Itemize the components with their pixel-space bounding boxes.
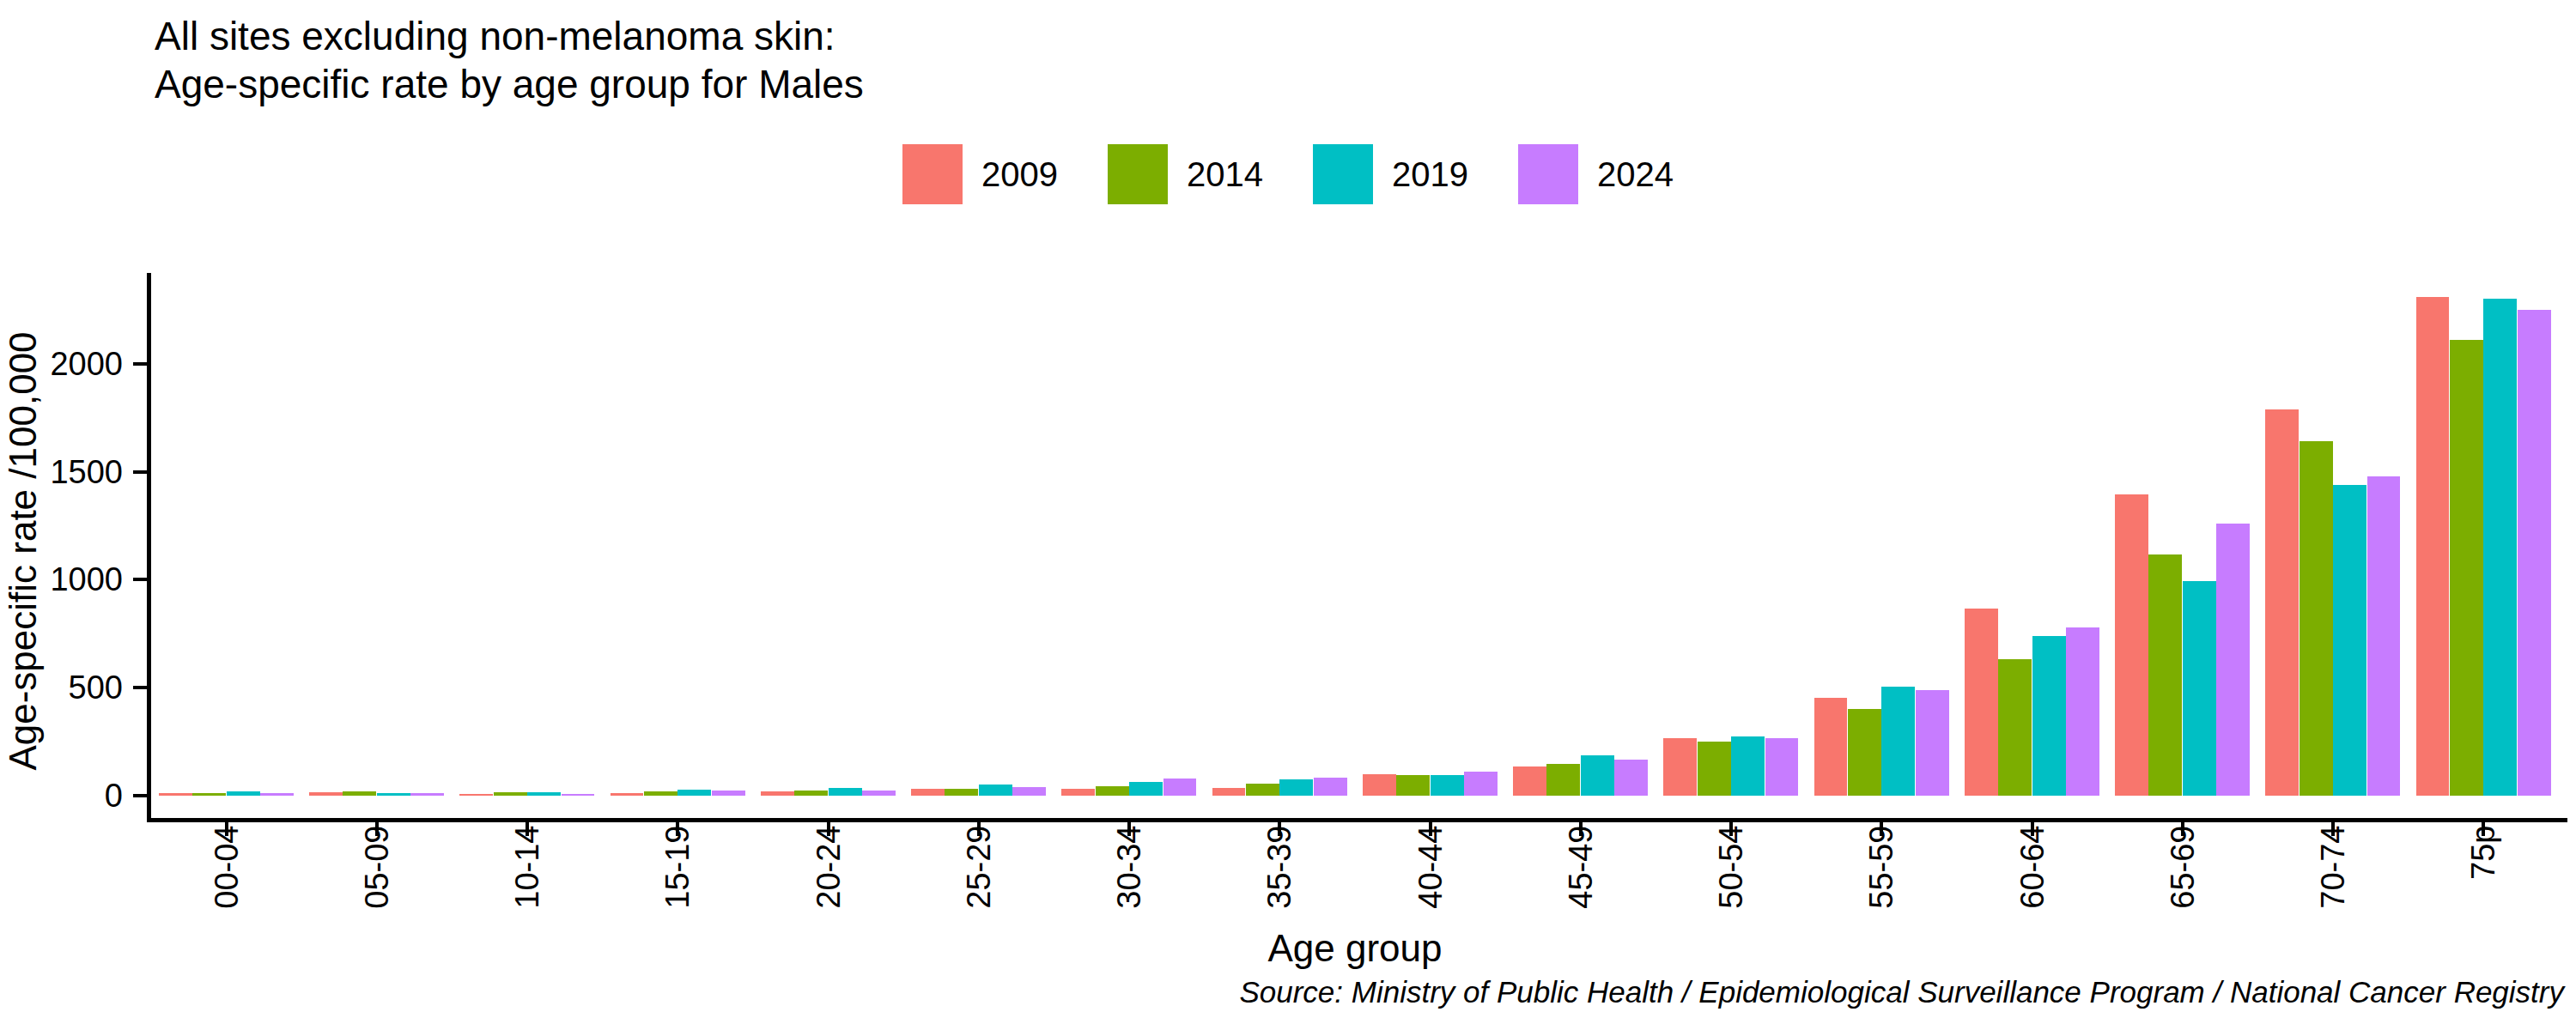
bar-2024-25-29 (1012, 787, 1046, 796)
y-tick-label: 500 (20, 670, 123, 706)
bar-2014-50-54 (1698, 742, 1731, 796)
bar-2014-05-09 (343, 791, 376, 796)
bar-2024-40-44 (1464, 772, 1498, 796)
x-axis-line (147, 818, 2567, 822)
bar-2019-50-54 (1731, 736, 1765, 796)
bar-2024-50-54 (1765, 738, 1799, 796)
bar-2014-70-74 (2300, 441, 2333, 796)
y-tick (133, 362, 147, 366)
bar-2014-60-64 (1998, 659, 2032, 796)
bar-2024-55-59 (1916, 690, 1949, 796)
y-tick-label: 1500 (20, 453, 123, 490)
bar-2014-55-59 (1848, 709, 1881, 796)
y-tick (133, 470, 147, 474)
bar-2009-55-59 (1814, 698, 1848, 796)
bar-2009-00-04 (159, 793, 192, 796)
bar-2009-30-34 (1061, 789, 1095, 796)
bar-2024-45-49 (1614, 760, 1648, 796)
bar-2019-70-74 (2333, 485, 2366, 796)
page-root: All sites excluding non-melanoma skin: A… (0, 0, 2576, 1030)
bar-2014-75p (2450, 340, 2483, 796)
bar-2009-70-74 (2265, 409, 2299, 796)
bar-2019-65-69 (2183, 581, 2216, 796)
bar-2014-20-24 (794, 791, 828, 796)
bar-2024-30-34 (1163, 779, 1197, 796)
bar-2009-45-49 (1513, 766, 1546, 796)
bar-2014-00-04 (192, 793, 226, 796)
bar-2014-25-29 (945, 789, 978, 796)
bar-2019-45-49 (1581, 755, 1614, 796)
bar-2009-50-54 (1663, 738, 1697, 796)
bar-2024-10-14 (562, 794, 595, 796)
bar-2024-05-09 (410, 793, 444, 796)
source-caption: Source: Ministry of Public Health / Epid… (1239, 975, 2564, 1009)
y-tick (133, 686, 147, 689)
bar-2024-65-69 (2216, 524, 2250, 796)
bar-2009-10-14 (459, 794, 493, 796)
bar-2009-40-44 (1363, 774, 1396, 796)
y-tick-label: 1000 (20, 561, 123, 598)
y-axis-line (147, 273, 151, 822)
bar-2009-20-24 (761, 791, 794, 796)
bar-2009-60-64 (1965, 609, 1998, 796)
bar-2009-75p (2416, 297, 2450, 796)
bar-2019-10-14 (527, 792, 561, 796)
y-tick (133, 794, 147, 797)
bar-2014-40-44 (1396, 775, 1430, 796)
bar-2019-55-59 (1881, 687, 1915, 796)
bar-2009-25-29 (911, 789, 945, 796)
bar-2014-15-19 (644, 791, 677, 796)
bar-2024-75p (2518, 310, 2551, 796)
bar-2019-30-34 (1129, 782, 1163, 796)
bar-2024-60-64 (2066, 627, 2099, 796)
bar-2019-15-19 (677, 790, 711, 796)
bar-2019-25-29 (979, 785, 1012, 796)
bar-2024-00-04 (260, 793, 294, 796)
y-tick-label: 0 (20, 778, 123, 815)
bar-2019-20-24 (829, 788, 862, 796)
bar-2014-30-34 (1096, 786, 1129, 796)
y-axis-title: Age-specific rate /100,000 (2, 311, 53, 791)
bar-2019-05-09 (377, 793, 410, 796)
bar-2024-20-24 (862, 791, 896, 796)
bar-2019-75p (2483, 299, 2517, 796)
bar-2019-60-64 (2032, 636, 2066, 796)
bar-2009-35-39 (1212, 788, 1246, 796)
bar-2019-35-39 (1279, 779, 1313, 796)
bar-2019-00-04 (227, 791, 260, 796)
bar-2024-70-74 (2367, 476, 2401, 796)
y-tick-label: 2000 (20, 345, 123, 382)
bar-2014-65-69 (2148, 554, 2182, 796)
bar-2014-10-14 (494, 792, 527, 796)
bar-2024-35-39 (1314, 778, 1347, 796)
bar-2014-35-39 (1246, 784, 1279, 796)
y-tick (133, 578, 147, 581)
plot-panel: Age-specific rate /100,000 0 500 1000 1500 2… (0, 0, 2576, 1030)
x-axis-title: Age group (0, 927, 2576, 970)
bar-2009-05-09 (309, 792, 343, 796)
bar-2014-45-49 (1546, 764, 1580, 796)
bar-2024-15-19 (712, 791, 745, 796)
bar-2019-40-44 (1431, 775, 1464, 796)
bar-2009-15-19 (611, 793, 644, 796)
bar-2009-65-69 (2115, 494, 2148, 796)
